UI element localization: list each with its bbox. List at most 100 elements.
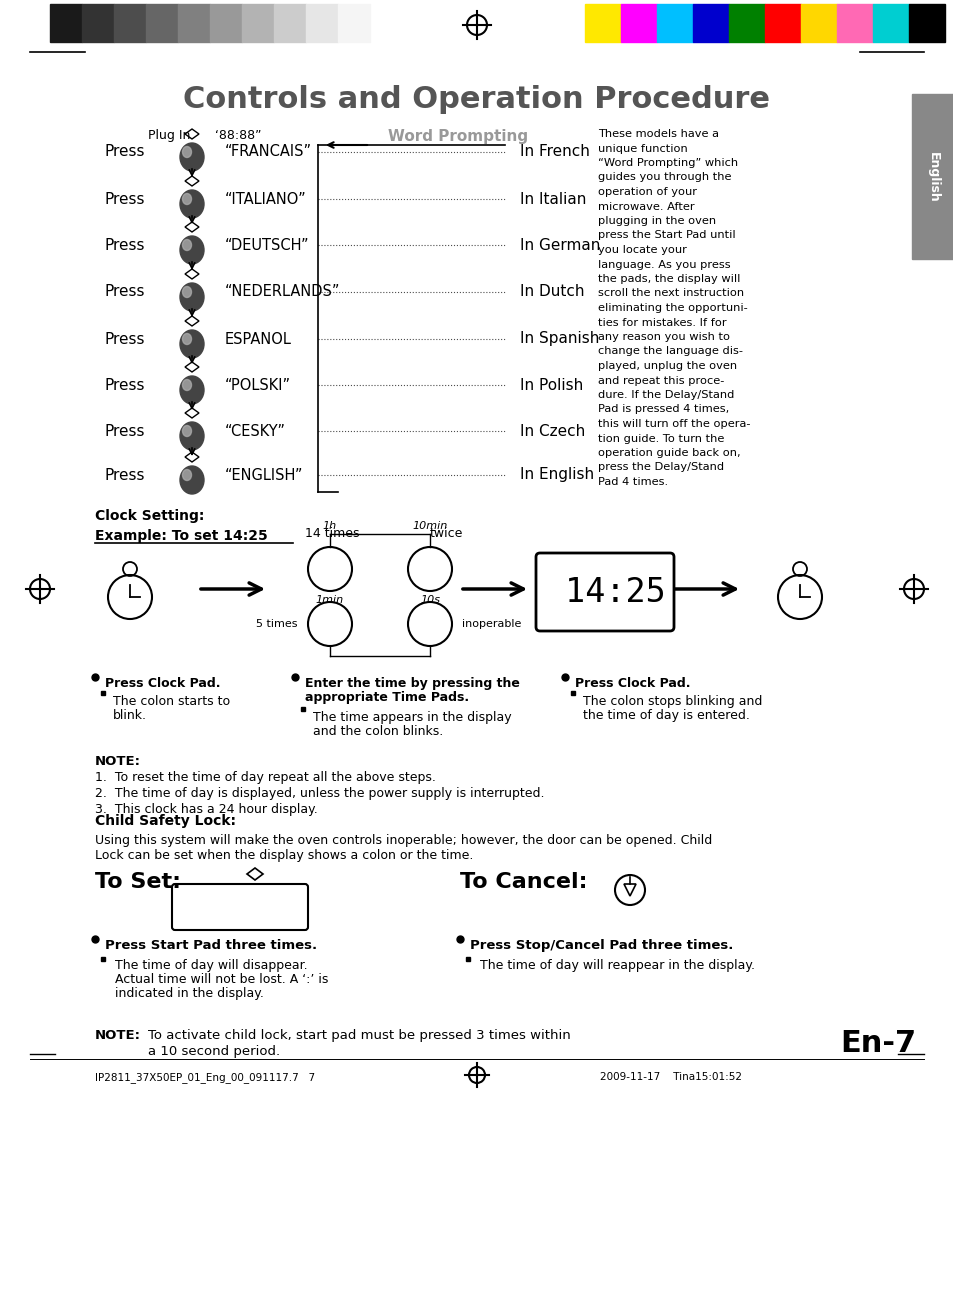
Ellipse shape	[182, 239, 192, 251]
Bar	[337, 4, 370, 42]
Ellipse shape	[180, 190, 204, 218]
Bar	[82, 4, 113, 42]
Text: Actual time will not be lost. A ‘:’ is: Actual time will not be lost. A ‘:’ is	[115, 972, 328, 985]
Ellipse shape	[180, 422, 204, 450]
Ellipse shape	[182, 469, 192, 481]
Text: “ENGLISH”: “ENGLISH”	[225, 468, 303, 482]
Ellipse shape	[182, 146, 192, 158]
Text: “DEUTSCH”: “DEUTSCH”	[225, 238, 310, 252]
Text: NOTE:: NOTE:	[95, 755, 141, 769]
Text: Press Clock Pad.: Press Clock Pad.	[105, 677, 220, 690]
Bar	[836, 4, 872, 42]
Text: twice: twice	[430, 527, 463, 540]
Text: In Dutch: In Dutch	[519, 285, 584, 299]
Bar	[50, 4, 82, 42]
Bar	[178, 4, 210, 42]
Text: Example: To set 14:25: Example: To set 14:25	[95, 529, 268, 542]
Text: Child Safety Lock:: Child Safety Lock:	[95, 814, 235, 829]
Text: operation of your: operation of your	[598, 187, 697, 197]
Text: The time of day will reappear in the display.: The time of day will reappear in the dis…	[479, 959, 754, 972]
Text: Press Start Pad three times.: Press Start Pad three times.	[105, 938, 316, 951]
Bar	[620, 4, 657, 42]
Text: the pads, the display will: the pads, the display will	[598, 274, 740, 284]
Text: Press: Press	[105, 378, 146, 392]
Text: 1min: 1min	[315, 595, 344, 605]
Text: blink.: blink.	[112, 708, 147, 721]
Ellipse shape	[182, 379, 192, 391]
Ellipse shape	[180, 237, 204, 264]
Text: 5 times: 5 times	[256, 620, 297, 629]
Text: played, unplug the oven: played, unplug the oven	[598, 361, 737, 371]
Ellipse shape	[182, 426, 192, 437]
Text: unique function: unique function	[598, 144, 687, 153]
Text: language. As you press: language. As you press	[598, 260, 730, 269]
Text: The time appears in the display: The time appears in the display	[313, 711, 511, 724]
Text: In English: In English	[519, 468, 594, 482]
Text: operation guide back on,: operation guide back on,	[598, 448, 740, 457]
Text: “Word Prompting” which: “Word Prompting” which	[598, 158, 738, 169]
Text: scroll the next instruction: scroll the next instruction	[598, 289, 743, 298]
Bar	[911, 94, 953, 259]
Bar	[764, 4, 801, 42]
Text: indicated in the display.: indicated in the display.	[115, 987, 264, 1000]
Text: 10s: 10s	[419, 595, 439, 605]
Text: press the Delay/Stand: press the Delay/Stand	[598, 463, 723, 473]
Text: press the Start Pad until: press the Start Pad until	[598, 230, 735, 240]
Text: a 10 second period.: a 10 second period.	[148, 1046, 280, 1057]
Text: tion guide. To turn the: tion guide. To turn the	[598, 434, 723, 443]
Bar	[306, 4, 337, 42]
Ellipse shape	[182, 286, 192, 298]
Text: 1.  To reset the time of day repeat all the above steps.: 1. To reset the time of day repeat all t…	[95, 771, 436, 784]
Text: any reason you wish to: any reason you wish to	[598, 332, 729, 342]
Text: Press: Press	[105, 238, 146, 252]
Ellipse shape	[180, 329, 204, 358]
Text: “NEDERLANDS”: “NEDERLANDS”	[225, 285, 340, 299]
Text: NOTE:: NOTE:	[95, 1029, 141, 1042]
Bar	[801, 4, 836, 42]
Text: inoperable: inoperable	[461, 620, 521, 629]
Text: Press: Press	[105, 423, 146, 439]
Bar	[242, 4, 274, 42]
Bar	[210, 4, 242, 42]
Text: plugging in the oven: plugging in the oven	[598, 216, 716, 226]
Text: Pad 4 times.: Pad 4 times.	[598, 477, 667, 488]
Text: the time of day is entered.: the time of day is entered.	[582, 708, 749, 721]
Text: 14 times: 14 times	[305, 527, 359, 540]
Text: IP2811_37X50EP_01_Eng_00_091117.7   7: IP2811_37X50EP_01_Eng_00_091117.7 7	[95, 1072, 314, 1084]
Ellipse shape	[180, 376, 204, 404]
Text: appropriate Time Pads.: appropriate Time Pads.	[305, 691, 469, 704]
Text: In Italian: In Italian	[519, 192, 586, 207]
Text: “ITALIANO”: “ITALIANO”	[225, 192, 307, 207]
Bar	[274, 4, 306, 42]
Text: In Spanish: In Spanish	[519, 332, 598, 346]
Text: Press: Press	[105, 285, 146, 299]
Text: Press: Press	[105, 192, 146, 207]
Text: and repeat this proce-: and repeat this proce-	[598, 375, 723, 386]
Text: In French: In French	[519, 145, 589, 159]
Text: 3.  This clock has a 24 hour display.: 3. This clock has a 24 hour display.	[95, 802, 317, 816]
Ellipse shape	[182, 193, 192, 204]
Bar	[872, 4, 908, 42]
Bar	[728, 4, 764, 42]
Text: Using this system will make the oven controls inoperable; however, the door can : Using this system will make the oven con…	[95, 834, 712, 847]
Text: “CESKY”: “CESKY”	[225, 423, 286, 439]
Text: English: English	[925, 152, 939, 203]
Text: Enter the time by pressing the: Enter the time by pressing the	[305, 677, 519, 690]
Text: 2009-11-17    Tina15:01:52: 2009-11-17 Tina15:01:52	[599, 1072, 741, 1082]
Text: you locate your: you locate your	[598, 244, 686, 255]
Text: The colon starts to: The colon starts to	[112, 695, 230, 708]
Bar	[584, 4, 620, 42]
Text: Press Stop/Cancel Pad three times.: Press Stop/Cancel Pad three times.	[470, 938, 733, 951]
Text: and the colon blinks.: and the colon blinks.	[313, 725, 443, 738]
Text: To Cancel:: To Cancel:	[459, 872, 587, 891]
Text: The colon stops blinking and: The colon stops blinking and	[582, 695, 761, 708]
Text: To activate child lock, start pad must be pressed 3 times within: To activate child lock, start pad must b…	[148, 1029, 570, 1042]
Text: In Czech: In Czech	[519, 423, 584, 439]
Ellipse shape	[180, 467, 204, 494]
Text: “POLSKI”: “POLSKI”	[225, 378, 291, 392]
Text: Press: Press	[105, 468, 146, 482]
Text: dure. If the Delay/Stand: dure. If the Delay/Stand	[598, 389, 734, 400]
Text: Word Prompting: Word Prompting	[388, 129, 528, 144]
Text: These models have a: These models have a	[598, 129, 719, 139]
Bar	[146, 4, 178, 42]
